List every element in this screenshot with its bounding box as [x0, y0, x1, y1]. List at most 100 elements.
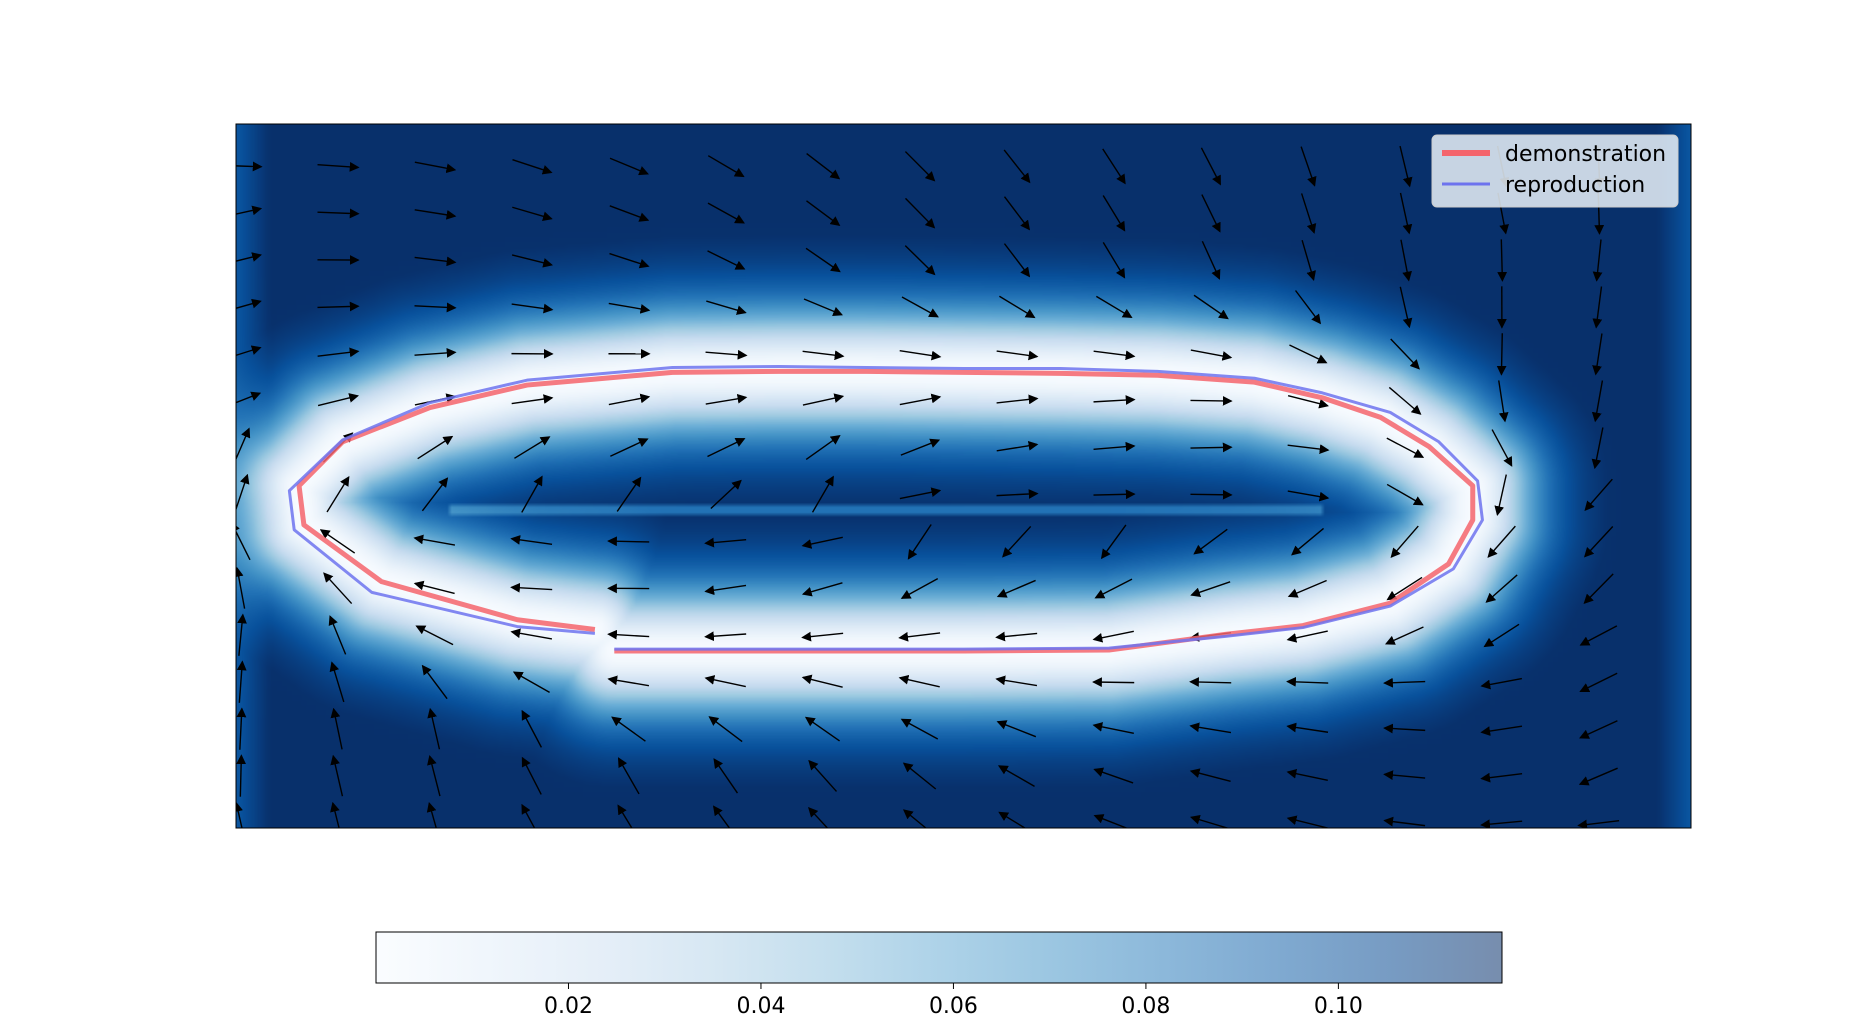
vector-arrow	[1497, 239, 1508, 282]
vector-arrow	[236, 205, 263, 216]
vector-arrow	[1286, 676, 1329, 687]
vector-arrow	[806, 153, 841, 180]
legend-label-demonstration: demonstration	[1505, 142, 1666, 167]
vector-arrow	[707, 155, 745, 178]
vector-arrow	[1294, 290, 1322, 325]
vector-arrow	[1480, 725, 1523, 736]
vector-arrow	[414, 302, 457, 313]
axes-frame	[235, 123, 1692, 829]
vector-arrow	[1383, 677, 1426, 688]
vector-arrow	[1592, 239, 1603, 282]
vector-arrow	[1003, 149, 1031, 184]
vector-arrow	[907, 524, 932, 560]
vector-arrow	[617, 757, 640, 795]
vector-arrow	[1579, 625, 1618, 646]
vector-arrow	[1591, 427, 1604, 470]
vector-arrow	[996, 350, 1039, 361]
vector-arrow	[421, 477, 449, 512]
vector-arrow	[1579, 720, 1618, 739]
vector-arrow	[1093, 767, 1134, 784]
vector-arrow	[328, 615, 347, 655]
vector-arrow	[1578, 767, 1618, 786]
vector-arrow	[1093, 814, 1129, 828]
vector-arrow	[1386, 437, 1425, 458]
vector-arrow	[1189, 722, 1232, 734]
vector-arrow	[1094, 578, 1133, 599]
vector-arrow	[1193, 528, 1228, 555]
vector-arrow	[617, 804, 633, 828]
vector-arrow	[708, 716, 743, 743]
colorbar-tick-label: 0.10	[1314, 994, 1363, 1019]
vector-arrow	[609, 252, 650, 269]
vector-arrow	[1291, 527, 1325, 556]
vector-arrow	[1383, 723, 1426, 734]
vector-arrow	[1287, 395, 1329, 409]
vector-arrow	[704, 675, 746, 688]
vector-arrow	[811, 475, 834, 513]
vector-arrow	[1301, 240, 1316, 281]
vector-arrow	[1093, 489, 1136, 500]
vector-arrow	[510, 628, 553, 640]
vector-arrow	[996, 394, 1039, 405]
vector-arrow	[236, 473, 250, 512]
vector-arrow	[414, 161, 457, 174]
vector-arrow	[1390, 338, 1420, 370]
vector-arrow	[902, 809, 927, 828]
vector-arrow	[995, 675, 1038, 687]
vector-arrow	[901, 296, 939, 318]
vector-arrow	[1200, 147, 1221, 186]
vector-arrow	[808, 759, 838, 792]
vector-arrow	[1093, 350, 1136, 361]
vector-arrow	[801, 674, 843, 688]
vector-arrow	[1102, 195, 1126, 232]
vector-arrow	[510, 535, 553, 545]
vector-arrow	[1095, 295, 1133, 319]
vector-arrow	[521, 756, 542, 795]
colorbar-bar	[375, 931, 1503, 984]
vector-arrow	[1480, 819, 1523, 828]
vector-arrow	[521, 709, 543, 748]
vector-arrow	[1190, 349, 1233, 361]
vector-arrow	[427, 754, 441, 797]
vector-arrow	[996, 579, 1036, 598]
vector-arrow	[608, 393, 651, 406]
vector-arrow	[609, 205, 650, 222]
vector-arrow	[998, 811, 1027, 828]
vector-arrow	[805, 435, 841, 461]
vector-arrow	[899, 393, 942, 406]
vector-arrow	[512, 206, 553, 222]
vector-arrow	[1093, 441, 1136, 452]
vector-arrow	[1286, 768, 1328, 782]
vector-arrow	[1494, 474, 1507, 516]
vector-arrow	[904, 245, 936, 276]
vector-arrow	[706, 300, 747, 315]
vector-arrow	[616, 476, 642, 512]
vector-arrow	[415, 625, 454, 646]
vector-arrow	[317, 393, 359, 407]
vector-arrow	[1286, 722, 1329, 733]
colorbar-tick-label: 0.04	[736, 994, 785, 1019]
vector-arrow	[608, 302, 651, 314]
vector-arrow	[1286, 630, 1328, 643]
vector-arrow	[1483, 623, 1520, 648]
vector-arrow	[1300, 193, 1317, 234]
vector-arrow	[326, 475, 350, 513]
vector-arrow	[1386, 483, 1424, 506]
legend-label-reproduction: reproduction	[1505, 173, 1645, 198]
vector-arrow	[899, 350, 942, 361]
vector-arrow	[514, 436, 551, 459]
vector-arrow	[996, 440, 1039, 452]
vector-arrow	[236, 252, 262, 262]
vector-arrow	[704, 584, 747, 596]
vector-arrow	[1491, 429, 1513, 467]
vector-arrow	[236, 345, 262, 357]
vector-arrow	[1300, 146, 1317, 187]
vector-arrow	[1092, 722, 1134, 734]
vector-arrow	[1399, 286, 1413, 329]
vector-arrow	[1498, 380, 1509, 423]
vector-arrow	[1189, 768, 1231, 782]
vector-arrow	[1190, 395, 1233, 406]
vector-arrow	[421, 664, 448, 700]
vector-arrow	[705, 393, 748, 405]
vector-arrow	[317, 301, 360, 312]
